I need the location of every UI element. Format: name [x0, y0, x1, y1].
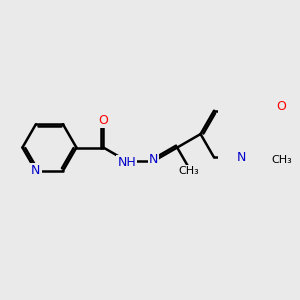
Text: O: O — [98, 114, 108, 127]
Text: NH: NH — [117, 156, 136, 170]
Text: N: N — [31, 164, 40, 177]
Text: CH₃: CH₃ — [271, 155, 292, 165]
Text: CH₃: CH₃ — [178, 166, 199, 176]
Text: O: O — [277, 100, 286, 113]
Text: N: N — [149, 153, 158, 166]
Text: N: N — [236, 151, 246, 164]
